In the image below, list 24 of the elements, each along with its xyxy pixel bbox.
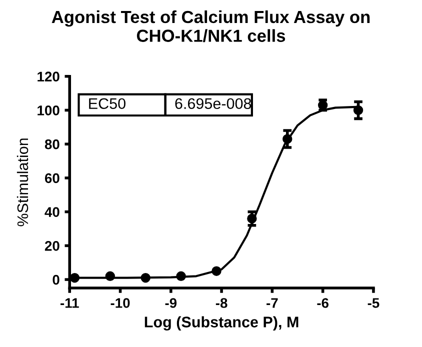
annotation: EC50 [89, 98, 126, 110]
point [176, 271, 186, 282]
chart-title: Agonist Test of Calcium Flux Assay on CHO-K1/NK1 cells [52, 10, 370, 42]
point [140, 272, 150, 283]
x-tick-label: -9 [165, 298, 177, 308]
y-tick-label: 120 [38, 72, 60, 82]
y-tick-label: 0 [52, 274, 60, 285]
y-axis-title: %Stimulation [16, 138, 28, 226]
x-tick-label: -11 [60, 298, 79, 308]
x-axis-title: Log (Substance P), M [144, 316, 298, 331]
point [70, 272, 80, 283]
y-tick-label: 80 [44, 139, 60, 150]
annotation: 6.695e-008 [175, 98, 252, 110]
x-tick-label: -8 [216, 298, 228, 308]
y-tick-label: 40 [44, 207, 60, 217]
point [212, 266, 222, 276]
point [105, 271, 116, 282]
x-tick-label: -10 [110, 298, 130, 308]
y-tick-label: 100 [38, 106, 60, 116]
x-tick-label: -5 [368, 298, 380, 308]
x-tick-label: -6 [317, 298, 329, 308]
y-tick-label: 20 [44, 241, 60, 251]
x-tick-label: -7 [266, 298, 278, 308]
y-tick-label: 60 [44, 173, 60, 184]
